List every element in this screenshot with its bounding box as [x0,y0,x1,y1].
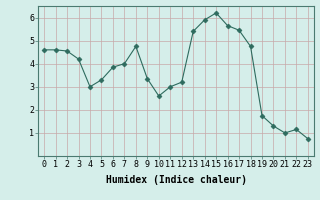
X-axis label: Humidex (Indice chaleur): Humidex (Indice chaleur) [106,175,246,185]
